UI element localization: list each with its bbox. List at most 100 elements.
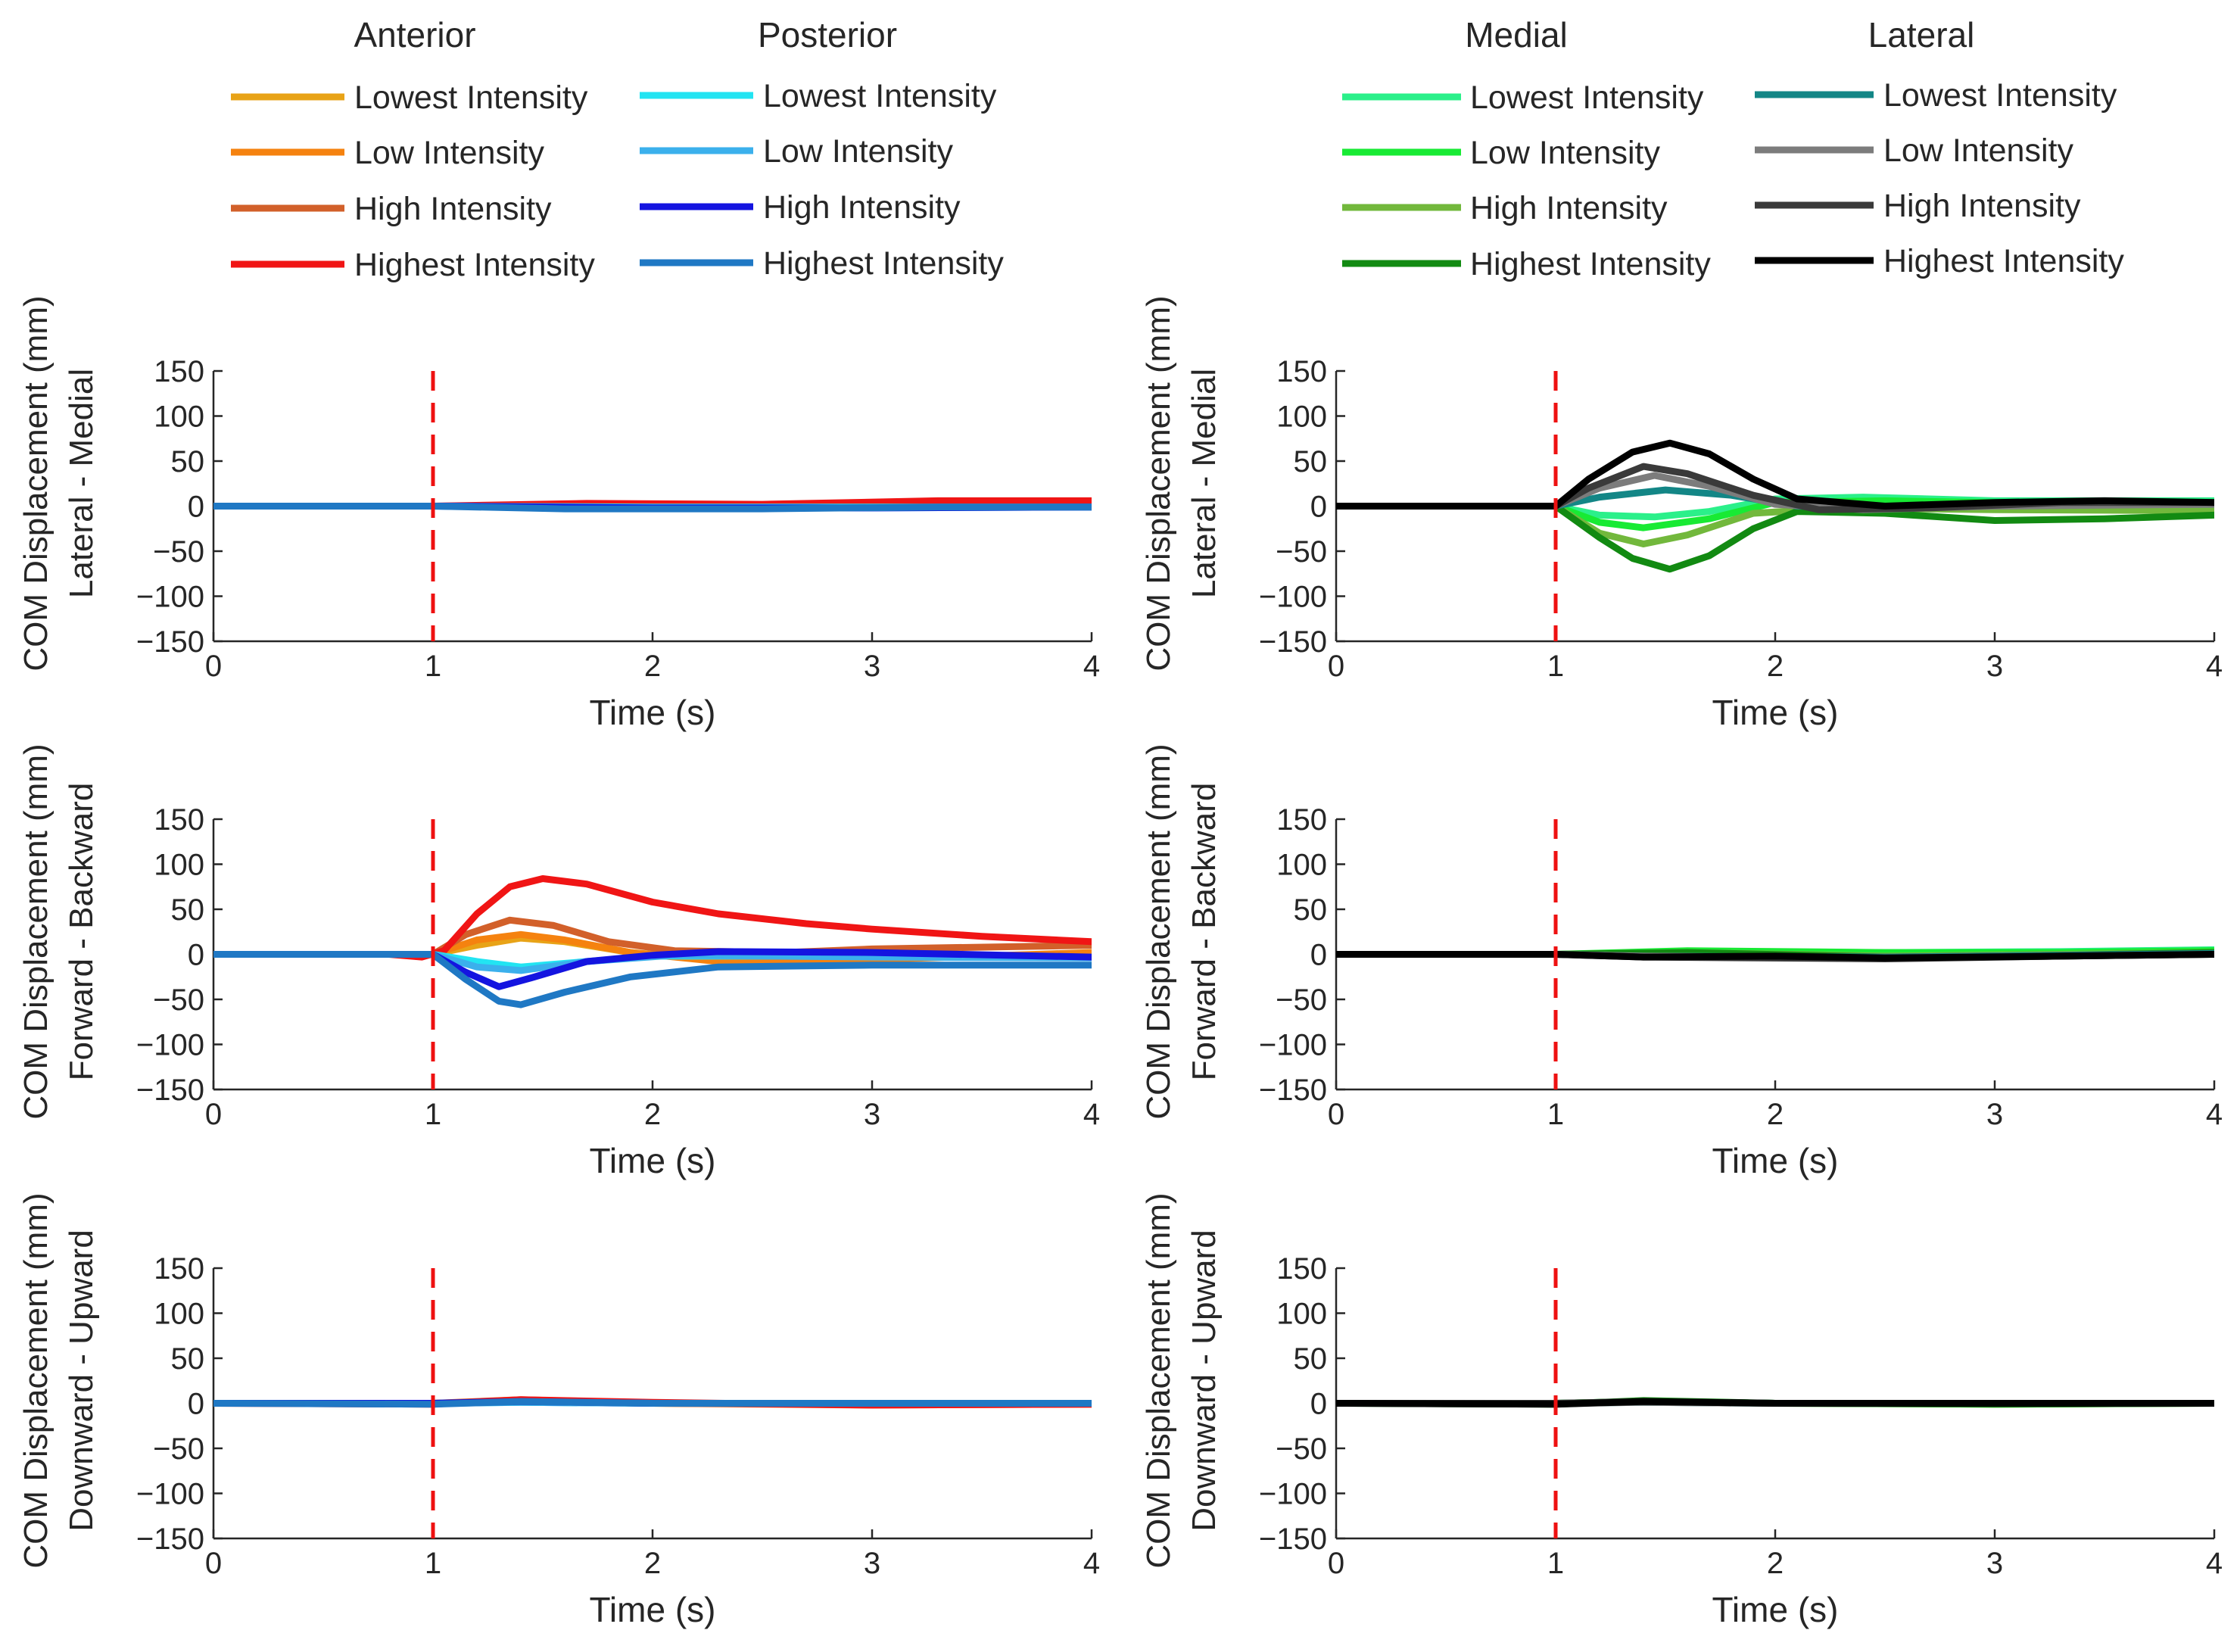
- x-tick-label: 2: [644, 1098, 661, 1131]
- series-line: [1336, 1398, 2214, 1408]
- x-tick-label: 1: [1547, 1098, 1564, 1131]
- y-tick-label: 100: [1276, 1298, 1327, 1331]
- series-group: [1336, 946, 2214, 962]
- legend-group-anterior: Anterior Lowest Intensity Low Intensity Hig…: [231, 15, 595, 283]
- legend-title: Medial: [1465, 15, 1568, 55]
- legend-label: Highest Intensity: [354, 247, 595, 283]
- y-tick-label: 150: [154, 355, 204, 388]
- legend-label: Highest Intensity: [1883, 243, 2124, 279]
- x-tick-label: 0: [1328, 650, 1344, 683]
- y-tick-label: −100: [136, 581, 204, 614]
- y-tick-label: 50: [1294, 445, 1328, 478]
- legend-label: Low Intensity: [1883, 132, 2073, 169]
- series-line: [1336, 439, 2214, 510]
- series-line: [213, 1398, 1092, 1408]
- y-tick-label: −150: [1259, 625, 1327, 659]
- x-tick-label: 4: [2206, 1098, 2223, 1131]
- series-line: [1336, 503, 2214, 547]
- x-tick-label: 3: [1986, 1547, 2003, 1580]
- y-tick-label: −150: [136, 1523, 204, 1556]
- y-tick-label: 50: [171, 893, 205, 927]
- x-tick-label: 0: [1328, 1098, 1344, 1131]
- y-tick-label: 50: [171, 445, 205, 478]
- x-axis-label: Time (s): [590, 693, 716, 732]
- y-tick-label: −50: [1276, 535, 1327, 569]
- y-tick-label: 150: [154, 1252, 204, 1286]
- legend-label: Lowest Intensity: [354, 79, 588, 116]
- y-axis-label: COM Displacement (mm): [17, 743, 55, 1119]
- y-tick-label: 150: [1276, 1252, 1327, 1286]
- y-tick-label: 150: [154, 803, 204, 837]
- x-tick-label: 2: [1767, 1098, 1784, 1131]
- x-tick-label: 0: [205, 1098, 222, 1131]
- y-tick-label: 0: [1310, 939, 1327, 972]
- y-tick-label: −50: [1276, 1432, 1327, 1466]
- series-line: [213, 951, 1092, 1008]
- y-tick-label: 100: [1276, 401, 1327, 434]
- y-tick-label: −50: [153, 1432, 204, 1466]
- x-tick-label: 0: [205, 1547, 222, 1580]
- y-axis-sublabel: Downward - Upward: [1185, 1230, 1223, 1532]
- y-axis-label: COM Displacement (mm): [17, 1192, 55, 1568]
- y-tick-label: 50: [1294, 1342, 1328, 1376]
- x-tick-label: 2: [1767, 650, 1784, 683]
- y-tick-label: 100: [154, 401, 204, 434]
- series-group: [213, 1396, 1092, 1409]
- y-tick-label: −100: [1259, 1029, 1327, 1062]
- x-tick-label: 4: [2206, 650, 2223, 683]
- legend-label: Lowest Intensity: [1883, 77, 2117, 114]
- legend-title: Lateral: [1868, 15, 1975, 55]
- y-tick-label: 150: [1276, 803, 1327, 837]
- y-tick-label: −50: [1276, 983, 1327, 1017]
- y-tick-label: 50: [171, 1342, 205, 1376]
- x-tick-label: 2: [1767, 1547, 1784, 1580]
- y-axis-sublabel: Forward - Backward: [63, 783, 100, 1081]
- x-tick-label: 1: [1547, 1547, 1564, 1580]
- legend-label: High Intensity: [1883, 188, 2081, 224]
- legend-label: Highest Intensity: [763, 245, 1004, 282]
- y-tick-label: −150: [136, 1074, 204, 1107]
- y-axis-sublabel: Lateral - Medial: [63, 369, 100, 598]
- y-tick-label: −50: [153, 535, 204, 569]
- x-tick-label: 1: [425, 1098, 441, 1131]
- y-axis-label: COM Displacement (mm): [17, 295, 55, 671]
- y-axis-sublabel: Downward - Upward: [63, 1230, 100, 1532]
- y-tick-label: −50: [153, 983, 204, 1017]
- legend-label: Low Intensity: [763, 133, 953, 170]
- y-tick-label: 50: [1294, 893, 1328, 927]
- x-tick-label: 3: [864, 1547, 880, 1580]
- x-tick-label: 1: [1547, 650, 1564, 683]
- y-tick-label: −100: [136, 1029, 204, 1062]
- series-group: [213, 497, 1092, 513]
- y-tick-label: 0: [1310, 491, 1327, 524]
- y-tick-label: −150: [1259, 1074, 1327, 1107]
- x-tick-label: 2: [644, 650, 661, 683]
- legend-label: High Intensity: [354, 191, 552, 227]
- y-axis-label: COM Displacement (mm): [1140, 743, 1177, 1119]
- x-tick-label: 1: [425, 1547, 441, 1580]
- x-tick-label: 4: [1083, 1098, 1100, 1131]
- y-tick-label: 0: [1310, 1388, 1327, 1421]
- legend-group-posterior: Posterior Lowest Intensity Low Intensity Hi…: [640, 15, 1004, 282]
- x-tick-label: 3: [864, 1098, 880, 1131]
- series-group: [1336, 1397, 2214, 1408]
- y-axis-sublabel: Lateral - Medial: [1185, 369, 1223, 598]
- y-tick-label: 150: [1276, 355, 1327, 388]
- legend-label: High Intensity: [1470, 190, 1668, 226]
- legend-group-lateral: Lateral Lowest Intensity Low Intensity High…: [1755, 15, 2124, 279]
- x-tick-label: 3: [1986, 1098, 2003, 1131]
- legend-label: Low Intensity: [1470, 135, 1660, 171]
- legend-label: High Intensity: [763, 189, 961, 226]
- x-tick-label: 4: [1083, 1547, 1100, 1580]
- x-axis-label: Time (s): [1712, 1590, 1839, 1629]
- x-tick-label: 3: [864, 650, 880, 683]
- y-tick-label: −100: [136, 1478, 204, 1511]
- y-tick-label: −100: [1259, 581, 1327, 614]
- y-axis-label: COM Displacement (mm): [1140, 1192, 1177, 1568]
- x-tick-label: 4: [1083, 650, 1100, 683]
- y-tick-label: 0: [188, 939, 204, 972]
